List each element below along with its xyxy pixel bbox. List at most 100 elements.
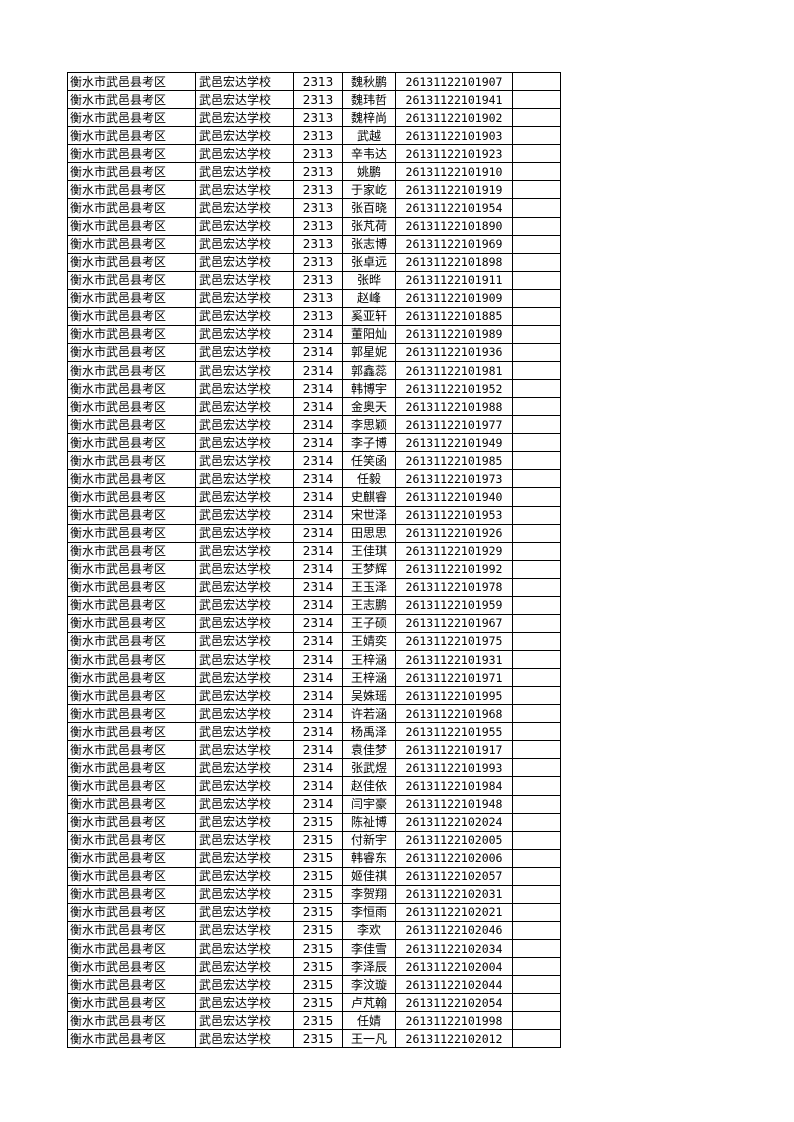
- school-cell: 武邑宏达学校: [195, 722, 294, 742]
- blank-cell: [512, 397, 561, 417]
- room-cell: 2315: [293, 957, 343, 977]
- blank-cell: [512, 216, 561, 236]
- blank-cell: [512, 433, 561, 453]
- blank-cell: [512, 469, 561, 489]
- exam-area-cell: 衡水市武邑县考区: [67, 126, 196, 146]
- exam-area-cell: 衡水市武邑县考区: [67, 1029, 196, 1049]
- exam-id-cell: 26131122101917: [395, 740, 513, 760]
- student-name-cell: 田思思: [342, 523, 396, 543]
- blank-cell: [512, 415, 561, 435]
- exam-id-cell: 26131122101993: [395, 758, 513, 778]
- table-row: 衡水市武邑县考区 武邑宏达学校 2315 韩睿东 26131122102006: [67, 848, 561, 868]
- exam-id-cell: 26131122101978: [395, 577, 513, 597]
- school-cell: 武邑宏达学校: [195, 993, 294, 1013]
- exam-area-cell: 衡水市武邑县考区: [67, 306, 196, 326]
- blank-cell: [512, 234, 561, 254]
- student-name-cell: 李佳雪: [342, 938, 396, 959]
- room-cell: 2313: [293, 198, 343, 218]
- exam-area-cell: 衡水市武邑县考区: [67, 902, 196, 922]
- school-cell: 武邑宏达学校: [195, 126, 294, 146]
- school-cell: 武邑宏达学校: [195, 433, 294, 453]
- exam-id-cell: 26131122102024: [395, 812, 513, 832]
- room-cell: 2314: [293, 649, 343, 670]
- table-row: 衡水市武邑县考区 武邑宏达学校 2313 张晔 26131122101911: [67, 270, 561, 290]
- school-cell: 武邑宏达学校: [195, 1029, 294, 1049]
- blank-cell: [512, 144, 561, 164]
- student-name-cell: 郭鑫蕊: [342, 360, 396, 381]
- exam-area-cell: 衡水市武邑县考区: [67, 379, 196, 399]
- school-cell: 武邑宏达学校: [195, 108, 294, 128]
- exam-id-cell: 26131122101989: [395, 324, 513, 344]
- table-row: 衡水市武邑县考区 武邑宏达学校 2313 张芃荷 26131122101890: [67, 216, 561, 236]
- exam-area-cell: 衡水市武邑县考区: [67, 180, 196, 200]
- blank-cell: [512, 613, 561, 633]
- school-cell: 武邑宏达学校: [195, 541, 294, 561]
- table-row: 衡水市武邑县考区 武邑宏达学校 2314 王梦辉 26131122101992: [67, 559, 561, 579]
- school-cell: 武邑宏达学校: [195, 704, 294, 724]
- room-cell: 2314: [293, 451, 343, 471]
- student-name-cell: 韩博宇: [342, 379, 396, 399]
- table-row: 衡水市武邑县考区 武邑宏达学校 2314 郭鑫蕊 26131122101981: [67, 360, 561, 381]
- student-name-cell: 王梓涵: [342, 649, 396, 670]
- room-cell: 2314: [293, 794, 343, 814]
- room-cell: 2313: [293, 108, 343, 128]
- table-row: 衡水市武邑县考区 武邑宏达学校 2313 魏玮哲 26131122101941: [67, 90, 561, 110]
- table-row: 衡水市武邑县考区 武邑宏达学校 2315 陈祉博 26131122102024: [67, 812, 561, 832]
- blank-cell: [512, 270, 561, 290]
- school-cell: 武邑宏达学校: [195, 668, 294, 688]
- exam-area-cell: 衡水市武邑县考区: [67, 469, 196, 489]
- exam-area-cell: 衡水市武邑县考区: [67, 288, 196, 308]
- student-name-cell: 李欢: [342, 920, 396, 941]
- exam-id-cell: 26131122101969: [395, 234, 513, 254]
- exam-area-cell: 衡水市武邑县考区: [67, 487, 196, 507]
- blank-cell: [512, 595, 561, 615]
- exam-id-cell: 26131122102054: [395, 993, 513, 1013]
- room-cell: 2314: [293, 487, 343, 507]
- table-row: 衡水市武邑县考区 武邑宏达学校 2314 王梓涵 26131122101931: [67, 649, 561, 670]
- exam-area-cell: 衡水市武邑县考区: [67, 758, 196, 778]
- school-cell: 武邑宏达学校: [195, 198, 294, 218]
- blank-cell: [512, 740, 561, 760]
- school-cell: 武邑宏达学校: [195, 451, 294, 471]
- table-row: 衡水市武邑县考区 武邑宏达学校 2313 武越 26131122101903: [67, 126, 561, 146]
- exam-id-cell: 26131122101931: [395, 649, 513, 670]
- exam-area-cell: 衡水市武邑县考区: [67, 144, 196, 164]
- school-cell: 武邑宏达学校: [195, 415, 294, 435]
- table-row: 衡水市武邑县考区 武邑宏达学校 2313 奚亚轩 26131122101885: [67, 306, 561, 326]
- blank-cell: [512, 90, 561, 110]
- school-cell: 武邑宏达学校: [195, 595, 294, 615]
- student-name-cell: 付新宇: [342, 830, 396, 850]
- student-name-cell: 郭星妮: [342, 342, 396, 363]
- exam-area-cell: 衡水市武邑县考区: [67, 415, 196, 435]
- student-name-cell: 赵峰: [342, 288, 396, 308]
- room-cell: 2315: [293, 902, 343, 922]
- school-cell: 武邑宏达学校: [195, 902, 294, 922]
- room-cell: 2313: [293, 144, 343, 164]
- school-cell: 武邑宏达学校: [195, 71, 294, 92]
- exam-id-cell: 26131122101919: [395, 180, 513, 200]
- school-cell: 武邑宏达学校: [195, 90, 294, 110]
- school-cell: 武邑宏达学校: [195, 758, 294, 778]
- room-cell: 2315: [293, 848, 343, 868]
- table-row: 衡水市武邑县考区 武邑宏达学校 2314 李思颖 26131122101977: [67, 415, 561, 435]
- school-cell: 武邑宏达学校: [195, 577, 294, 597]
- table-row: 衡水市武邑县考区 武邑宏达学校 2314 王梓涵 26131122101971: [67, 668, 561, 688]
- exam-id-cell: 26131122102031: [395, 884, 513, 904]
- school-cell: 武邑宏达学校: [195, 324, 294, 344]
- exam-area-cell: 衡水市武邑县考区: [67, 342, 196, 363]
- blank-cell: [512, 975, 561, 995]
- student-name-cell: 金奥天: [342, 397, 396, 417]
- room-cell: 2314: [293, 668, 343, 688]
- table-body: 衡水市武邑县考区 武邑宏达学校 2313 魏秋鹏 26131122101907 衡水市武邑…: [67, 71, 561, 1049]
- student-name-cell: 张芃荷: [342, 216, 396, 236]
- school-cell: 武邑宏达学校: [195, 162, 294, 182]
- table-row: 衡水市武邑县考区 武邑宏达学校 2313 张志博 26131122101969: [67, 234, 561, 254]
- table-row: 衡水市武邑县考区 武邑宏达学校 2314 董阳灿 26131122101989: [67, 324, 561, 344]
- exam-id-cell: 26131122101953: [395, 505, 513, 525]
- exam-area-cell: 衡水市武邑县考区: [67, 722, 196, 742]
- room-cell: 2314: [293, 324, 343, 344]
- exam-area-cell: 衡水市武邑县考区: [67, 559, 196, 579]
- exam-area-cell: 衡水市武邑县考区: [67, 938, 196, 959]
- student-name-cell: 董阳灿: [342, 324, 396, 344]
- exam-area-cell: 衡水市武邑县考区: [67, 957, 196, 977]
